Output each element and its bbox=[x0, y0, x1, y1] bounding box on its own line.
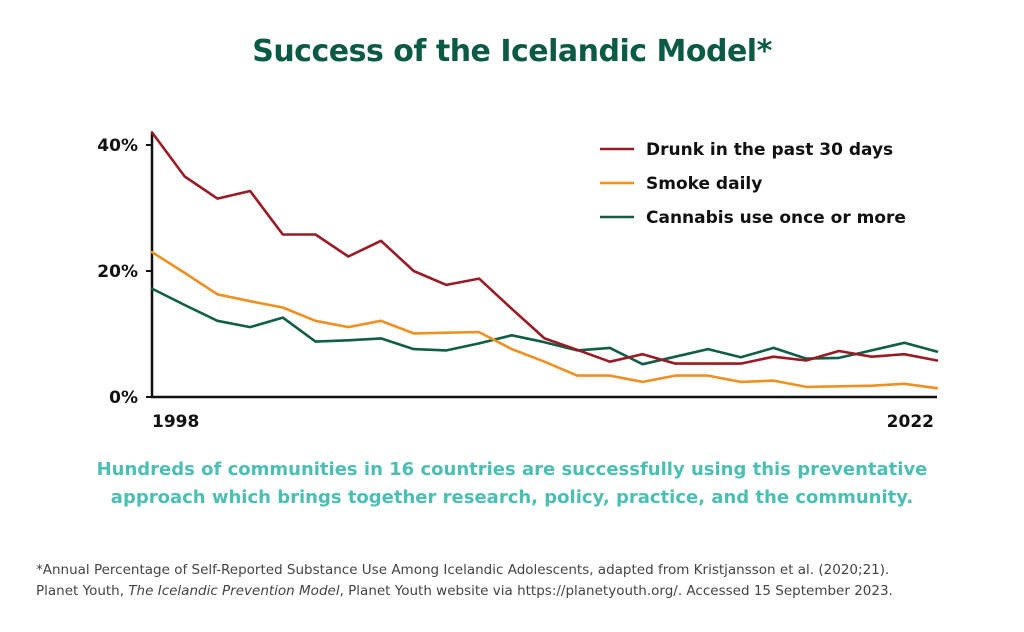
subtitle-line-2: approach which brings together research,… bbox=[110, 487, 914, 508]
x-axis: 1998 2022 bbox=[151, 395, 937, 432]
chart-title: Success of the Icelandic Model* bbox=[252, 34, 772, 69]
legend-label-drunk-in-the-past-30-days: Drunk in the past 30 days bbox=[646, 140, 893, 160]
subtitle: Hundreds of communities in 16 countries … bbox=[40, 456, 984, 512]
subtitle-line-1: Hundreds of communities in 16 countries … bbox=[96, 459, 928, 480]
footnote-line-2: Planet Youth, The Icelandic Prevention M… bbox=[36, 581, 996, 602]
series-line-cannabis-use-once-or-more bbox=[150, 287, 939, 366]
footnote-italic-title: The Icelandic Prevention Model bbox=[128, 583, 340, 599]
footnote-suffix: , Planet Youth website via https://plane… bbox=[339, 583, 893, 599]
y-axis: 0% 20% 40% bbox=[97, 133, 154, 408]
legend: Drunk in the past 30 days Smoke daily Cann… bbox=[600, 140, 906, 228]
footnote-line-1: *Annual Percentage of Self-Reported Subs… bbox=[36, 562, 890, 578]
y-tick-label: 20% bbox=[97, 262, 138, 282]
x-tick-label-start: 1998 bbox=[152, 412, 199, 432]
y-tick-label: 0% bbox=[109, 388, 138, 408]
series-line-drunk-in-the-past-30-days bbox=[150, 131, 939, 365]
series-layer bbox=[150, 131, 939, 390]
y-tick-label: 40% bbox=[97, 136, 138, 156]
legend-label-smoke-daily: Smoke daily bbox=[646, 174, 762, 194]
line-chart: 0% 20% 40% 1998 2022 Drunk in the past 30 d… bbox=[97, 131, 939, 432]
x-tick-label-end: 2022 bbox=[887, 412, 934, 432]
source-footnote: *Annual Percentage of Self-Reported Subs… bbox=[36, 560, 996, 602]
footnote-prefix: Planet Youth, bbox=[36, 583, 129, 599]
legend-label-cannabis-use-once-or-more: Cannabis use once or more bbox=[646, 208, 906, 228]
series-line-smoke-daily bbox=[150, 250, 939, 390]
